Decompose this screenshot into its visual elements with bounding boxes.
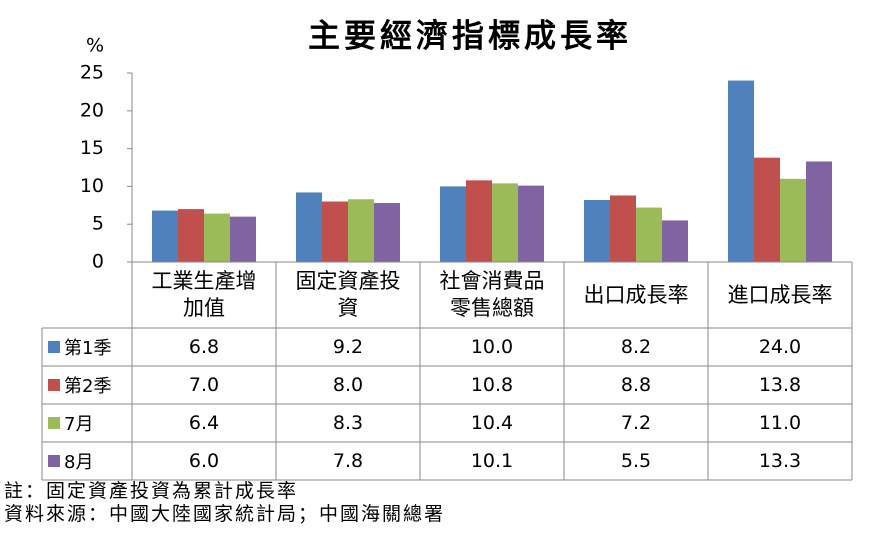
table-cell: 6.8	[188, 336, 220, 358]
table-cell: 10.0	[470, 336, 514, 358]
table-cell: 7.8	[332, 450, 364, 472]
legend-label: 7月	[64, 414, 94, 435]
note: 資料來源：中國大陸國家統計局；中國海關總署	[4, 503, 446, 525]
x-tick-label: 進口成長率	[727, 282, 833, 307]
y-tick-label: 5	[92, 213, 104, 235]
bar	[296, 192, 322, 262]
legend-item: 8月	[42, 442, 132, 480]
bar	[374, 203, 400, 262]
table-cell: 24.0	[758, 336, 802, 358]
bar	[636, 207, 662, 262]
table-cell: 9.2	[332, 336, 364, 358]
table-cell: 13.3	[758, 450, 802, 472]
table-cell: 11.0	[758, 412, 802, 434]
table-cell: 8.8	[620, 374, 652, 396]
bar	[610, 195, 636, 262]
bar	[728, 80, 754, 262]
y-tick-label: 0	[92, 251, 104, 273]
bar	[662, 220, 688, 262]
x-tick-label: 出口成長率	[583, 282, 689, 307]
bar	[204, 213, 230, 262]
table-cell: 8.2	[620, 336, 652, 358]
table-cell: 8.0	[332, 374, 364, 396]
legend-swatch	[48, 417, 60, 429]
table-cell: 7.2	[620, 412, 652, 434]
y-tick-label: 10	[80, 175, 104, 197]
legend-label: 第2季	[64, 376, 112, 397]
legend-swatch	[48, 455, 60, 467]
legend-swatch	[48, 341, 60, 353]
bar	[584, 200, 610, 262]
legend-swatch	[48, 379, 60, 391]
table-cell: 8.3	[332, 412, 364, 434]
table-cell: 7.0	[188, 374, 220, 396]
y-tick-label: 15	[80, 137, 104, 159]
y-axis-label: %	[86, 35, 104, 57]
table-cell: 6.0	[188, 450, 220, 472]
bar	[492, 183, 518, 262]
bar	[440, 186, 466, 262]
x-tick-label: 工業生產增加值	[151, 269, 257, 320]
bar	[178, 209, 204, 262]
y-tick-label: 20	[80, 99, 104, 121]
table-cell: 10.4	[470, 412, 514, 434]
chart-title: 主要經濟指標成長率	[308, 17, 632, 55]
x-tick-label: 固定資產投資	[295, 269, 401, 320]
note: 註：固定資產投資為累計成長率	[4, 480, 299, 502]
legend-label: 第1季	[64, 338, 112, 359]
bar	[518, 185, 544, 262]
x-tick-label: 社會消費品零售總額	[439, 269, 545, 320]
bar	[780, 178, 806, 262]
bar	[754, 157, 780, 262]
legend-item: 7月	[42, 404, 132, 442]
legend-item: 第1季	[42, 328, 132, 366]
legend-item: 第2季	[42, 366, 132, 404]
y-tick-label: 25	[80, 62, 104, 84]
bar	[466, 180, 492, 262]
legend-label: 8月	[64, 452, 94, 473]
bar	[322, 201, 348, 262]
table-cell: 6.4	[188, 412, 220, 434]
bar	[230, 216, 256, 262]
table-cell: 10.1	[470, 450, 514, 472]
table-cell: 5.5	[620, 450, 652, 472]
table-cell: 13.8	[758, 374, 802, 396]
table-cell: 10.8	[470, 374, 514, 396]
bar	[348, 199, 374, 262]
bar	[806, 161, 832, 262]
bar	[152, 210, 178, 262]
